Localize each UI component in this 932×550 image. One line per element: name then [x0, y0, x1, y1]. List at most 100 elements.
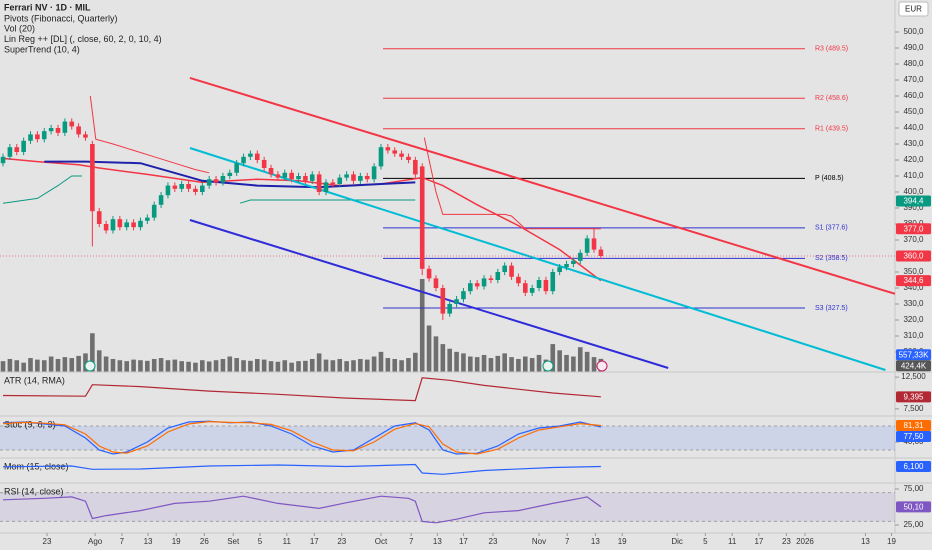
volume-bar	[564, 354, 569, 372]
candle-body	[289, 172, 294, 180]
volume-bar	[378, 351, 384, 372]
volume-bar	[117, 360, 123, 372]
candle-body	[419, 166, 425, 269]
indicator-line	[2, 420, 601, 455]
volume-bar	[495, 355, 501, 372]
volume-bar	[131, 359, 136, 372]
volume-bar	[268, 361, 274, 372]
candle-body	[14, 147, 20, 152]
candle-body	[158, 195, 164, 205]
candle-body	[131, 222, 136, 228]
candle-body	[145, 217, 150, 221]
volume-bar	[62, 357, 68, 372]
candle-body	[193, 188, 198, 192]
pane-title: ATR (14, RMA)	[4, 375, 65, 385]
chart-title: Ferrari NV · 1D · MIL	[4, 2, 91, 12]
candle-body	[96, 211, 102, 224]
event-marker[interactable]	[84, 360, 96, 372]
x-tick-label: 19	[172, 537, 181, 546]
candle-body	[584, 238, 590, 253]
volume-bar	[289, 362, 294, 372]
candle-body	[200, 185, 205, 192]
layers: Pivots (Fibonacci, Quarterly)Vol (20)Lin…	[0, 13, 932, 546]
candle-body	[261, 160, 267, 168]
overlay-line	[2, 175, 416, 204]
volume-bar	[440, 344, 446, 372]
y-tick-label: 25,00	[903, 520, 924, 529]
candle-body	[344, 174, 349, 178]
y-tick-label: 460,0	[903, 91, 924, 100]
event-marker[interactable]	[596, 360, 608, 372]
volume-bar	[488, 358, 494, 372]
volume-bar	[447, 348, 452, 372]
value-tag: 81,31	[896, 419, 931, 431]
indicator-line	[2, 420, 602, 455]
x-tick-label: 13	[144, 537, 153, 546]
y-tick-label: 340,0	[903, 283, 924, 292]
x-tick-label: 7	[565, 537, 570, 546]
candle-body	[351, 174, 356, 181]
candle-body	[536, 280, 542, 288]
y-tick-label: 310,0	[903, 331, 924, 340]
candle-body	[440, 288, 446, 314]
candle-body	[234, 163, 239, 173]
event-marker[interactable]	[542, 360, 554, 372]
candle-body	[481, 278, 487, 287]
value-tag-box	[896, 223, 931, 235]
candle-body	[378, 147, 384, 167]
candle-body	[62, 121, 68, 133]
value-tag-label: 9,395	[903, 392, 924, 401]
volume-bar	[158, 358, 164, 372]
volume-bar	[48, 356, 54, 372]
candle-body	[461, 291, 466, 300]
x-tick-label: Dic	[671, 537, 683, 546]
value-tag-box	[896, 430, 931, 442]
value-tag-label: 50,10	[903, 503, 924, 512]
volume-bar	[426, 325, 432, 372]
volume-bar	[454, 351, 459, 372]
volume-bar	[124, 361, 130, 372]
candle-body	[330, 182, 336, 184]
indicator-line	[2, 495, 602, 524]
candle-body	[550, 272, 556, 292]
value-tag-box	[896, 460, 931, 472]
indicator-label: Pivots (Fibonacci, Quarterly)	[4, 13, 118, 23]
candle-body	[516, 276, 521, 284]
candle-body	[241, 156, 246, 164]
x-tick-label: 13	[591, 537, 600, 546]
currency-box[interactable]	[898, 1, 929, 17]
candle-body	[48, 128, 54, 132]
pane-title: RSI (14, close)	[4, 486, 64, 496]
volume-bar	[165, 360, 171, 372]
value-tag-box	[896, 349, 931, 361]
candle-body	[227, 172, 233, 176]
candle-body	[509, 265, 514, 277]
x-tick-label: 17	[754, 537, 763, 546]
candle-body	[21, 140, 26, 152]
volume-bar	[481, 354, 487, 372]
candle-body	[303, 176, 308, 181]
x-tick-label: 5	[258, 537, 263, 546]
candle-body	[268, 168, 274, 175]
volume-bar	[419, 279, 425, 372]
candle-body	[117, 219, 123, 228]
y-tick-label: 440,0	[903, 123, 924, 132]
overlay-line	[189, 76, 896, 295]
candle-body	[179, 184, 184, 189]
y-tick-label: 320,0	[903, 315, 924, 324]
x-tick-label: 11	[728, 537, 737, 546]
x-tick-label: 7	[409, 537, 414, 546]
candle-body	[55, 128, 61, 133]
volume-bar	[234, 358, 239, 372]
volume-bar	[90, 333, 95, 372]
y-tick-label: 390,0	[903, 203, 924, 212]
candle-body	[371, 166, 377, 180]
volume-bar	[206, 361, 212, 372]
candle-body	[598, 249, 604, 256]
volume-bar	[14, 360, 20, 372]
volume-bar	[0, 361, 6, 372]
y-tick-label: 370,0	[903, 235, 924, 244]
x-tick-label: Oct	[375, 537, 388, 546]
candle-body	[358, 176, 363, 181]
